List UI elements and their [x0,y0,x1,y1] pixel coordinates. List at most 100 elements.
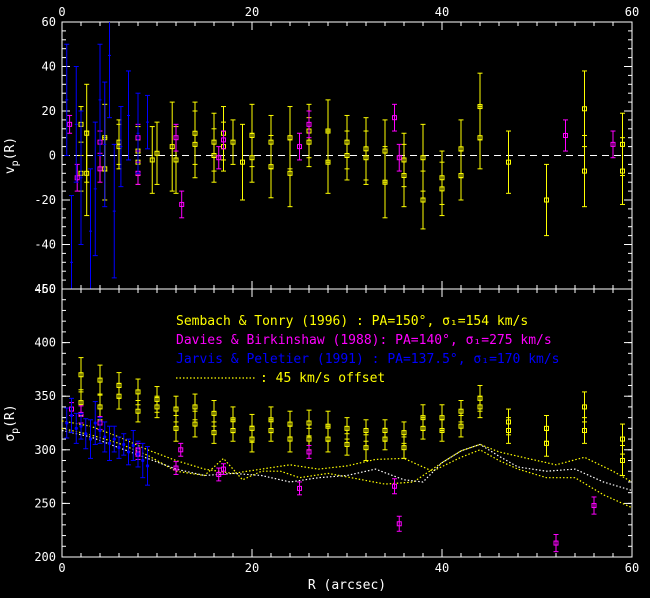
y-axis-label-symbol: σ [3,434,18,442]
y-tick-label: -20 [34,193,56,207]
y-axis-label-argument: (R) [3,404,18,427]
data-point [131,443,135,448]
data-point [97,377,103,383]
y-axis-label: vp(R) [3,137,21,174]
data-point [93,421,97,425]
y-axis-label-subscript: p [10,428,21,434]
data-point [506,428,511,434]
data-point [149,157,155,163]
data-point [620,436,625,442]
x-tick-label: 40 [435,561,449,575]
data-point [116,393,122,399]
data-point [221,466,226,472]
data-point [154,150,160,156]
data-point [67,121,73,127]
data-point [249,155,255,161]
data-point [178,447,184,453]
x-tick-label-top: 0 [58,5,65,19]
model-curve [61,427,633,485]
data-point [179,201,185,207]
data-point [306,449,312,455]
legend-entry: Davies & Birkinshaw (1988): PA=140°, σ₁=… [176,333,552,348]
x-tick-label-top: 40 [435,5,449,19]
data-point [297,485,302,491]
data-point [582,428,587,434]
x-tick-label: 60 [625,561,639,575]
data-point [136,452,140,456]
data-point [392,483,397,489]
data-point [122,442,126,447]
data-point [97,404,103,410]
data-point [458,173,464,179]
y-tick-label: 200 [34,550,56,564]
data-point [117,446,121,450]
data-point [287,170,293,176]
data-point [107,441,112,445]
data-point [78,372,84,378]
y-tick-label: 400 [34,336,56,350]
data-point [344,425,350,431]
data-point [126,450,131,454]
model-curve [61,420,633,509]
data-point [74,175,80,181]
y-tick-label: 350 [34,389,56,403]
data-point [420,425,426,431]
data-layer [64,22,625,289]
data-point [306,121,312,127]
data-point [553,540,559,546]
x-tick-label: 20 [245,561,259,575]
data-point [103,435,107,439]
data-point [192,130,198,136]
data-point [98,428,102,433]
data-point [591,503,597,509]
bottom-panel-velocity-dispersion: 0 20 40 60 R (arcsec) 200 250 300 350 400 450 σp(R) [3,282,639,593]
data-point [401,157,407,163]
legend: Sembach & Tonry (1996) : PA=150°, σ₁=154… [176,314,560,386]
data-point [563,132,568,138]
y-tick-label: 250 [34,496,56,510]
data-point [458,408,464,414]
data-point [69,413,74,418]
data-point [439,186,445,192]
data-point [363,428,369,434]
data-point [65,421,69,425]
data-point [306,139,312,145]
data-point [88,437,93,441]
data-point [141,458,145,463]
data-point [216,155,222,161]
data-point [192,404,198,410]
x-tick-label: 0 [58,561,65,575]
y-tick-label: 20 [42,104,56,118]
data-point [325,436,331,442]
y-tick-label: -60 [34,282,56,296]
y-axis-label-argument: (R) [3,137,18,160]
data-point [297,144,302,150]
data-point [401,445,407,451]
data-point [145,464,150,468]
data-point [154,404,160,410]
data-point [582,404,587,410]
data-point [79,424,83,428]
data-point [173,425,179,431]
y-tick-label: 60 [42,15,56,29]
x-tick-label-top: 60 [625,5,639,19]
data-point [230,139,236,145]
data-point [396,521,402,527]
legend-entry: Sembach & Tonry (1996) : PA=150°, σ₁=154… [176,314,528,329]
data-point [173,465,179,471]
data-point [221,137,226,143]
data-point [420,155,426,161]
y-tick-label: 450 [34,282,56,296]
data-point [173,135,179,141]
data-point [401,430,407,436]
data-point [620,141,625,147]
y-axis-label: σp(R) [3,404,21,441]
data-point [392,115,397,121]
legend-entry: : 45 km/s offset [260,371,385,386]
data-series [64,397,150,486]
data-point [211,410,217,416]
data-series [78,70,625,237]
data-point [396,155,402,161]
